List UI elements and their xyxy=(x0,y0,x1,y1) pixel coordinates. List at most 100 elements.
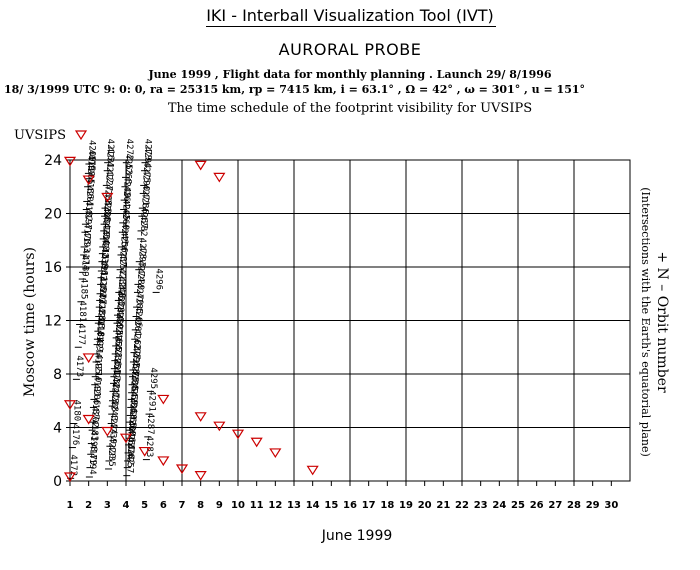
orbit-number-label: 4295 xyxy=(148,367,158,389)
x-tick-label: 18 xyxy=(380,500,394,511)
orbit-number-label: 4226 xyxy=(98,270,108,292)
visibility-marker xyxy=(82,414,95,425)
y-tick-label: 12 xyxy=(44,314,62,330)
orbit-number-label: 4180 xyxy=(71,399,81,421)
orbit-number-label: 4248 xyxy=(116,276,126,298)
orbit-number-label: 4234 xyxy=(100,223,110,245)
orbit-number-label: 4250 xyxy=(127,398,137,420)
orbit-number-label: 4240 xyxy=(113,322,123,344)
orbit-number-label: 4218 xyxy=(95,315,105,337)
orbit-number-label: 4204 xyxy=(101,207,111,229)
orbit-number-label: 4277 xyxy=(131,338,141,360)
visibility-marker xyxy=(194,160,207,171)
orbit-number-label: 4210 xyxy=(92,361,102,383)
orbit-parameters: 18/ 3/1999 UTC 9: 0: 0, ra = 25315 km, r… xyxy=(4,83,586,96)
orbit-number-label: 4259 xyxy=(114,307,124,329)
orbit-number-label: 4278 xyxy=(137,238,147,260)
orbit-number-label: 4232 xyxy=(111,367,121,389)
orbit-number-label: 4212 xyxy=(104,161,114,183)
visibility-marker xyxy=(269,448,282,459)
visibility-marker xyxy=(101,192,114,203)
orbit-number-label: 4229 xyxy=(115,291,125,313)
orbit-number-label: 4237 xyxy=(118,246,128,268)
y-axis-label: Moscow time (hours) xyxy=(22,247,38,397)
y-tick-label: 8 xyxy=(53,367,62,383)
orbit-number-label: 4202 xyxy=(90,406,100,428)
x-tick-label: 23 xyxy=(474,500,488,511)
orbit-number-label: 4288 xyxy=(129,369,139,391)
visibility-marker xyxy=(194,471,207,481)
orbit-number-label: 4217 xyxy=(111,359,121,381)
orbit-number-label: 4270 xyxy=(134,283,144,305)
orbit-number-label: 4196 xyxy=(98,254,108,276)
orbit-number-label: 4198 xyxy=(88,430,98,452)
orbit-number-label: 4176 xyxy=(70,424,80,446)
orbit-number-label: 4225 xyxy=(114,314,124,336)
app-title: IKI - Interball Visualization Tool (IVT) xyxy=(206,6,494,25)
x-tick-label: 5 xyxy=(141,500,148,511)
orbit-number-label: 4255 xyxy=(113,330,123,352)
visibility-marker xyxy=(63,472,77,483)
orbit-number-label: 4286 xyxy=(139,192,149,214)
orbit-number-label: 4264 xyxy=(121,185,131,207)
visibility-marker xyxy=(250,437,263,448)
y-axis-ticks: 0 4 8 12 16 20 24 xyxy=(44,153,70,490)
orbit-number-label: 4269 xyxy=(128,383,138,405)
instrument-label: UVSIPS xyxy=(14,128,67,143)
visibility-marker xyxy=(82,353,95,364)
visibility-marker xyxy=(82,175,95,186)
visibility-marker xyxy=(119,433,133,444)
orbit-number-label: 4213 xyxy=(110,382,120,404)
x-tick-label: 7 xyxy=(179,500,186,511)
orbit-number-label: 4263 xyxy=(115,284,125,306)
orbit-number-label: 4256 xyxy=(118,231,128,253)
orbit-number-label: 4220 xyxy=(107,437,117,459)
orbit-number-label: 4287 xyxy=(145,413,155,435)
orbit-number-label: 4275 xyxy=(141,161,151,183)
orbit-number-label: 4285 xyxy=(134,292,144,314)
x-tick-label: 13 xyxy=(287,500,301,511)
visibility-marker xyxy=(101,426,114,437)
x-tick-label: 21 xyxy=(436,500,450,511)
orbit-number-label: 4221 xyxy=(112,337,122,359)
probe-name: AURORAL PROBE xyxy=(278,40,422,59)
orbit-number-label: 4205 xyxy=(85,163,95,185)
orbit-number-label: 4222 xyxy=(96,292,106,314)
orbit-number-label: 4199 xyxy=(94,330,104,352)
orbit-number-label: 4280 xyxy=(126,414,136,436)
orbit-number-label: 4290 xyxy=(141,169,151,191)
orbit-numbers: 4172417341744175417641774178417941804181… xyxy=(67,139,164,479)
visibility-marker xyxy=(63,156,77,167)
schedule-title: The time schedule of the footprint visib… xyxy=(167,101,533,116)
orbit-number-label: 4260 xyxy=(120,208,130,230)
orbit-number-label: 4197 xyxy=(82,208,92,230)
x-tick-label: 2 xyxy=(85,500,92,511)
orbit-number-label: 4265 xyxy=(127,406,137,428)
orbit-number-label: 4182 xyxy=(83,200,93,222)
visibility-marker xyxy=(157,456,170,467)
orbit-number-label: 4283 xyxy=(144,436,154,458)
orbit-number-label: 4209 xyxy=(86,140,96,162)
x-tick-label: 29 xyxy=(586,500,600,511)
orbit-number-label: 4253 xyxy=(123,153,133,175)
orbit-number-label: 4289 xyxy=(135,268,145,290)
orbit-number-label: 4200 xyxy=(100,230,110,252)
orbit-number-label: 4274 xyxy=(135,260,145,282)
orbit-number-label: 4219 xyxy=(101,215,111,237)
x-tick-label: 20 xyxy=(418,500,432,511)
orbit-number-label: 4178 xyxy=(82,223,92,245)
legend-marker-icon xyxy=(74,130,88,141)
orbit-number-label: 4239 xyxy=(107,422,117,444)
orbit-number-label: 4236 xyxy=(112,345,122,367)
orbit-number-label: 4201 xyxy=(84,185,94,207)
y-tick-label: 20 xyxy=(44,207,62,223)
orbit-number-label: 4296 xyxy=(154,268,164,290)
orbit-number-label: 4181 xyxy=(77,301,87,323)
x-tick-label: 28 xyxy=(567,500,581,511)
orbit-number-label: 4189 xyxy=(80,255,90,277)
x-tick-label: 27 xyxy=(548,500,562,511)
x-tick-label: 15 xyxy=(324,500,338,511)
visibility-marker xyxy=(157,394,170,405)
visibility-marker xyxy=(231,429,245,440)
